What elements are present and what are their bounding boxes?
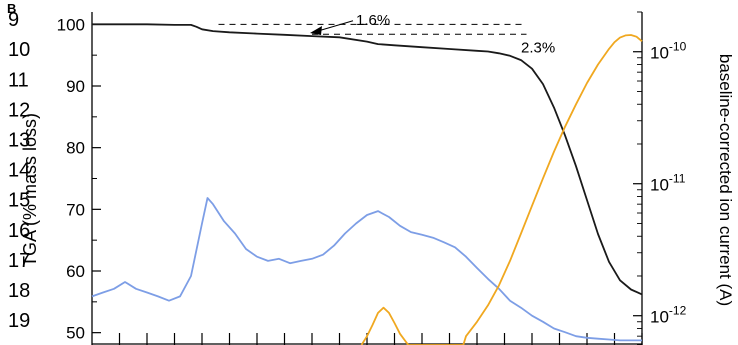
left-axis-label: TGA (% mass loss) xyxy=(20,113,40,267)
left-tick-label: 100 xyxy=(57,15,85,34)
line-number: 13 xyxy=(8,130,30,152)
annotation-arrow-line xyxy=(317,20,354,32)
series-line-1 xyxy=(91,197,642,342)
right-tick-label: 10-11 xyxy=(650,172,686,195)
line-number: 8 xyxy=(8,0,19,1)
annotation-label: 2.3% xyxy=(521,39,555,56)
series-line-2 xyxy=(360,34,643,345)
left-tick-label: 60 xyxy=(66,262,85,281)
series-line-0 xyxy=(92,23,643,296)
line-number: 11 xyxy=(8,69,29,91)
left-tick-label: 80 xyxy=(66,139,85,158)
line-number: 12 xyxy=(8,99,30,121)
labels-group: 50 60 70 80 90 100 10-12 10-11 10-10 1.6% 2.3% TGA … xyxy=(7,0,735,343)
line-number: 17 xyxy=(8,250,30,272)
left-tick-label: 70 xyxy=(66,200,85,219)
right-tick-label: 10-12 xyxy=(650,304,687,327)
line-number: 18 xyxy=(8,280,30,302)
right-tick-label: 10-10 xyxy=(650,40,687,63)
line-number: 19 xyxy=(8,310,30,332)
line-number: 9 xyxy=(8,9,19,31)
panel-letter: B xyxy=(7,1,16,16)
line-number: 16 xyxy=(8,220,30,242)
line-number: 14 xyxy=(8,160,30,182)
left-tick-label: 50 xyxy=(66,324,85,343)
right-axis-label: baseline-corrected ion current (A) xyxy=(716,54,735,306)
axes-group xyxy=(91,11,643,345)
line-number: 10 xyxy=(8,39,30,61)
line-number: 15 xyxy=(8,190,30,212)
series-group xyxy=(91,20,643,345)
annotation-arrow-head xyxy=(310,26,322,35)
left-tick-label: 90 xyxy=(66,77,85,96)
annotation-label: 1.6% xyxy=(356,12,390,29)
